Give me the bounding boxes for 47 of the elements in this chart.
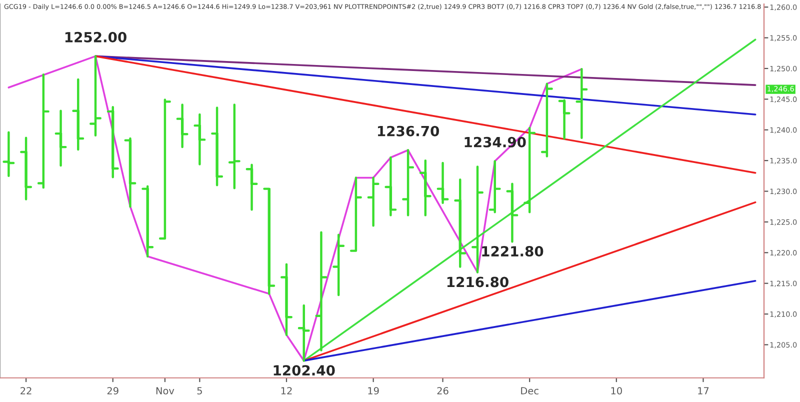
candlestick [246,164,258,211]
annotation: 1252.00 [65,32,126,42]
candlestick [263,188,276,295]
x-tick-label: 10 [611,387,622,394]
annotation: 1216.80 [447,276,508,288]
x-tick-label: 17 [698,387,709,394]
candlestick [20,136,32,200]
candlestick [332,234,345,296]
candlestick [488,160,501,214]
candlestick [106,106,119,178]
annotation: 1202.40 [274,365,335,376]
candlestick [576,68,588,139]
candlestick [298,304,310,362]
candlestick [419,159,432,216]
candlestick [367,176,380,227]
candlestick [454,178,466,268]
x-tick-label: Nov [156,387,174,394]
candlestick [72,78,84,151]
x-tick-label: 12 [281,387,292,394]
candlestick [315,231,328,352]
x-tick-label: Dec [521,387,538,394]
x-tick-label: 29 [107,387,118,394]
candlestick [90,55,102,137]
annotation: 1221.80 [482,246,544,257]
candlestick [280,263,292,336]
candlestick [37,74,50,189]
candlestick [436,162,449,204]
candlestick [142,185,154,258]
candlestick [54,110,67,167]
annotation: 1236.70 [378,126,440,136]
x-tick-label: 19 [368,387,379,394]
candlestick [194,113,206,166]
x-tick-label: 22 [20,387,32,394]
candlestick [558,99,570,140]
candlestick [124,137,136,208]
candlestick [472,166,484,274]
x-tick-label: 26 [437,387,448,394]
candlestick [384,156,397,216]
line-series [8,55,583,362]
candlestick [228,104,240,190]
candlestick [176,104,188,148]
candlestick [402,149,414,216]
x-tick-label: 5 [197,387,202,394]
candlestick [211,106,224,186]
candlestick [540,82,553,158]
candlestick [506,182,518,243]
candlestick [2,131,15,178]
